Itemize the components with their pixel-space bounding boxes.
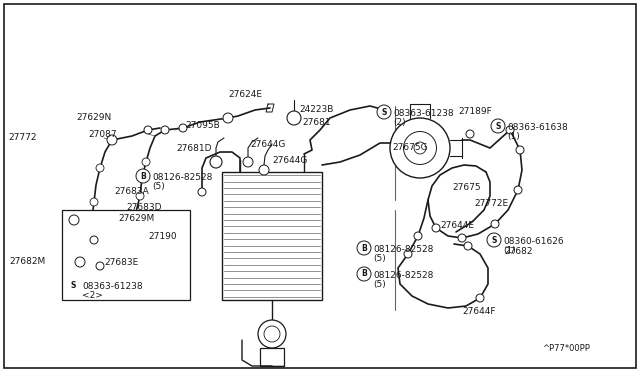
Text: 08363-61238: 08363-61238 — [82, 282, 143, 291]
Text: 24223B: 24223B — [299, 105, 333, 114]
Text: 27190: 27190 — [148, 232, 177, 241]
Text: 27095B: 27095B — [185, 121, 220, 130]
Circle shape — [69, 215, 79, 225]
Text: ^P77*00PP: ^P77*00PP — [542, 344, 590, 353]
Circle shape — [84, 244, 92, 252]
Circle shape — [357, 267, 371, 281]
Bar — [260, 348, 284, 366]
Text: 08126-82528: 08126-82528 — [373, 245, 433, 254]
Circle shape — [96, 262, 104, 270]
Text: (5): (5) — [152, 182, 164, 191]
Text: 27644G: 27644G — [250, 140, 285, 149]
Text: (5): (5) — [373, 254, 386, 263]
Text: 27644G: 27644G — [272, 156, 307, 165]
Text: B: B — [140, 171, 146, 180]
Circle shape — [458, 234, 466, 242]
Text: 27683A: 27683A — [114, 187, 148, 196]
Text: 27087: 27087 — [88, 130, 116, 139]
Circle shape — [476, 294, 484, 302]
Text: 27189F: 27189F — [458, 107, 492, 116]
Circle shape — [142, 158, 150, 166]
Circle shape — [66, 278, 80, 292]
Text: 08363-61238: 08363-61238 — [393, 109, 454, 118]
Circle shape — [107, 135, 117, 145]
Circle shape — [403, 131, 436, 164]
Circle shape — [357, 241, 371, 255]
Text: 27772: 27772 — [8, 133, 36, 142]
Circle shape — [75, 257, 85, 267]
Text: S: S — [70, 280, 76, 289]
Circle shape — [258, 320, 286, 348]
Circle shape — [487, 233, 501, 247]
Circle shape — [90, 198, 98, 206]
Circle shape — [491, 119, 505, 133]
Bar — [62, 210, 190, 300]
Text: 27682M: 27682M — [9, 257, 45, 266]
Circle shape — [432, 224, 440, 232]
Text: 27629N: 27629N — [76, 113, 111, 122]
Text: 27624E: 27624E — [228, 90, 262, 99]
Circle shape — [390, 118, 450, 178]
Text: (5): (5) — [373, 280, 386, 289]
Circle shape — [223, 113, 233, 123]
Circle shape — [88, 276, 96, 284]
Circle shape — [491, 220, 499, 228]
Text: (2): (2) — [393, 118, 406, 127]
Text: 08363-61638: 08363-61638 — [507, 123, 568, 132]
Circle shape — [179, 124, 187, 132]
Text: 27629M: 27629M — [118, 214, 154, 223]
Text: 27675G: 27675G — [392, 143, 428, 152]
Text: B: B — [361, 269, 367, 279]
Text: 27683D: 27683D — [126, 203, 161, 212]
Text: 27681D: 27681D — [176, 144, 211, 153]
Circle shape — [161, 126, 169, 134]
Circle shape — [404, 250, 412, 258]
Circle shape — [243, 157, 253, 167]
Circle shape — [259, 165, 269, 175]
Circle shape — [144, 126, 152, 134]
Circle shape — [104, 254, 112, 262]
Text: S: S — [492, 235, 497, 244]
Circle shape — [90, 236, 98, 244]
Circle shape — [506, 126, 514, 134]
Text: 27772E: 27772E — [474, 199, 508, 208]
Text: 27675: 27675 — [452, 183, 481, 192]
Text: 27644E: 27644E — [440, 221, 474, 230]
Circle shape — [96, 164, 104, 172]
Circle shape — [124, 224, 132, 232]
Text: 27644F: 27644F — [462, 307, 495, 316]
Circle shape — [287, 111, 301, 125]
Bar — [222, 172, 322, 300]
Text: 08126-82528: 08126-82528 — [373, 271, 433, 280]
Circle shape — [136, 192, 144, 200]
Text: 27683E: 27683E — [104, 258, 138, 267]
Circle shape — [210, 156, 222, 168]
Circle shape — [264, 326, 280, 342]
Circle shape — [516, 146, 524, 154]
Text: 08126-82528: 08126-82528 — [152, 173, 212, 182]
Text: 27681: 27681 — [302, 118, 331, 127]
Text: S: S — [495, 122, 500, 131]
Text: (1): (1) — [507, 132, 520, 141]
Circle shape — [514, 186, 522, 194]
Text: 08360-61626: 08360-61626 — [503, 237, 564, 246]
Circle shape — [198, 188, 206, 196]
Circle shape — [464, 242, 472, 250]
Text: B: B — [361, 244, 367, 253]
Circle shape — [136, 169, 150, 183]
Circle shape — [414, 142, 426, 154]
Circle shape — [414, 232, 422, 240]
Text: S: S — [381, 108, 387, 116]
Text: (1): (1) — [503, 246, 516, 255]
Text: 27682: 27682 — [504, 247, 532, 256]
Circle shape — [466, 130, 474, 138]
Circle shape — [381, 106, 389, 114]
Text: <2>: <2> — [82, 291, 103, 300]
Circle shape — [377, 105, 391, 119]
